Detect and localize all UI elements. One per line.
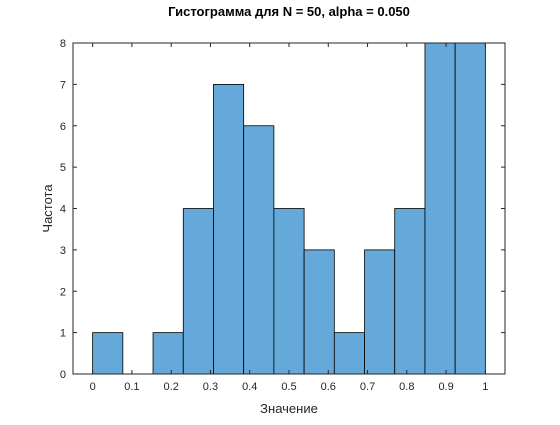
y-tick-label: 5 [60,162,66,174]
histogram-bar [454,42,486,375]
x-tick-label: 0.4 [242,381,257,393]
y-axis-label: Частота [40,184,55,233]
histogram-bar [243,125,275,375]
y-tick-label: 0 [60,369,66,381]
chart-title: Гистограмма для N = 50, alpha = 0.050 [168,4,410,19]
x-tick-label: 0.6 [321,381,336,393]
histogram-bar [303,249,335,375]
y-tick-label: 6 [60,121,66,133]
y-tick-label: 3 [60,245,66,257]
histogram-bar [92,332,124,375]
x-tick-label: 0.1 [124,381,139,393]
x-tick-label: 0.3 [203,381,218,393]
y-tick-label: 1 [60,328,66,340]
y-tick-label: 8 [60,38,66,50]
histogram-bar [364,249,396,375]
x-axis-label: Значение [260,401,318,416]
histogram-bar [213,83,245,375]
histogram-bar [424,42,456,375]
x-tick-label: 0 [90,381,96,393]
x-tick-label: 0.2 [164,381,179,393]
histogram-bar [273,208,305,375]
histogram-bar [182,208,214,375]
y-tick-label: 7 [60,79,66,91]
histogram-bar [333,332,365,375]
y-tick-label: 2 [60,286,66,298]
x-tick-label: 0.5 [281,381,296,393]
bars-layer [92,42,486,375]
y-tick-label: 4 [60,204,66,216]
x-tick-label: 0.8 [399,381,414,393]
x-tick-label: 0.7 [360,381,375,393]
histogram-bar [152,332,184,375]
ticks-layer: 0 0.1 0.2 0.3 0.4 0.5 0.6 0.7 0.8 0.9 1 0 1 2 3 4 5 6 7 8 [60,38,505,393]
x-tick-label: 1 [482,381,488,393]
histogram-bar [394,208,426,375]
x-tick-label: 0.9 [438,381,453,393]
